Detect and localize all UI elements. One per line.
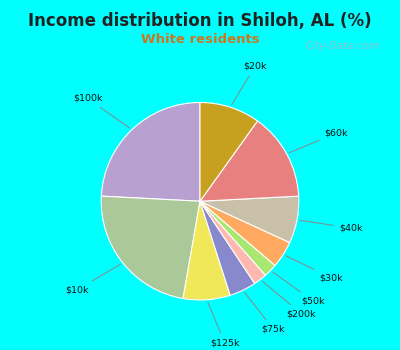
Wedge shape [200, 201, 266, 284]
Text: $50k: $50k [273, 272, 325, 305]
Text: Income distribution in Shiloh, AL (%): Income distribution in Shiloh, AL (%) [28, 12, 372, 30]
Text: $20k: $20k [232, 62, 267, 105]
Wedge shape [101, 196, 200, 299]
Wedge shape [200, 103, 258, 201]
Text: City-Data.com: City-Data.com [306, 41, 380, 51]
Wedge shape [200, 121, 299, 201]
Wedge shape [101, 103, 200, 201]
Text: $75k: $75k [244, 292, 285, 334]
Wedge shape [200, 201, 255, 295]
Text: $125k: $125k [208, 302, 239, 347]
Wedge shape [200, 201, 275, 275]
Text: $100k: $100k [73, 94, 130, 128]
Wedge shape [200, 196, 299, 243]
Text: $40k: $40k [300, 220, 363, 232]
Wedge shape [200, 201, 290, 265]
Text: $10k: $10k [66, 264, 120, 294]
Text: $30k: $30k [286, 256, 343, 282]
Text: White residents: White residents [141, 33, 259, 46]
Wedge shape [183, 201, 230, 300]
Text: $200k: $200k [262, 281, 316, 318]
Text: $60k: $60k [289, 129, 348, 153]
